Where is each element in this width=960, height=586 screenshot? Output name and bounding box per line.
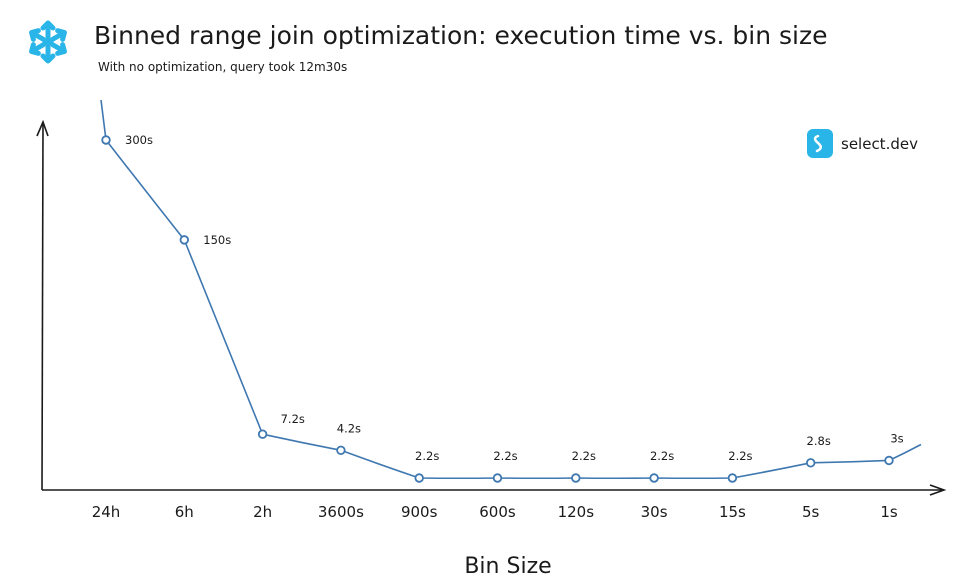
marker-layer [101, 135, 894, 483]
snowflake-arm [49, 42, 67, 56]
x-tick-label: 1s [880, 503, 898, 521]
snowflake-arm [29, 28, 47, 42]
x-tick-label: 120s [558, 503, 595, 521]
chart-title: Binned range join optimization: executio… [94, 21, 828, 50]
data-label: 7.2s [281, 412, 305, 426]
x-tick-label: 6h [175, 503, 194, 521]
data-label: 2.2s [493, 449, 517, 463]
series-line [100, 99, 922, 480]
chart-subtitle: With no optimization, query took 12m30s [98, 60, 347, 74]
x-tick-label: 900s [401, 503, 438, 521]
select-dev-logo-mark [813, 134, 822, 153]
x-tick-label: 2h [253, 503, 272, 521]
y-axis-arrow [36, 119, 49, 137]
x-tick-label: 24h [92, 503, 121, 521]
x-axis-arrow [929, 484, 947, 496]
snowflake-center [42, 36, 54, 48]
data-point [649, 473, 659, 483]
data-point [414, 473, 424, 483]
x-tick-label: 600s [479, 503, 516, 521]
data-label: 4.2s [337, 421, 361, 435]
data-point [806, 458, 816, 468]
data-label: 300s [125, 133, 153, 147]
data-point [571, 473, 581, 483]
snowflake-arm [40, 44, 56, 64]
data-point [492, 473, 503, 483]
data-point [179, 235, 189, 245]
series-layer [100, 99, 922, 480]
x-tick-label: 15s [719, 503, 746, 521]
data-point [884, 455, 894, 466]
data-label: 3s [890, 431, 903, 445]
data-point [727, 473, 738, 483]
data-label: 2.2s [728, 449, 752, 463]
axes [36, 119, 947, 496]
data-point [101, 135, 111, 145]
data-label: 150s [203, 233, 231, 247]
select-dev-watermark: select.dev [807, 129, 918, 158]
x-tick-label: 30s [641, 503, 668, 521]
snowflake-icon [29, 20, 67, 64]
data-label: 2.2s [415, 449, 439, 463]
snowflake-arm [29, 42, 47, 56]
x-tick-label: 5s [802, 503, 820, 521]
data-label: 2.2s [650, 449, 674, 463]
y-axis [41, 123, 44, 491]
x-axis-label: Bin Size [464, 554, 551, 579]
x-tick-layer: 24h 6h 2h 3600s 900s 600s 120s 30s 15s 5s 1s [92, 503, 898, 521]
data-point [336, 445, 346, 456]
snowflake-arm [40, 20, 56, 40]
data-label: 2.2s [572, 449, 596, 463]
data-label: 2.8s [807, 434, 831, 448]
data-label-layer: 300s 150s 7.2s 4.2s 2.2s 2.2s 2.2s 2.2s 2.2s 2.8s… [125, 133, 904, 463]
data-point [257, 429, 268, 439]
watermark-text: select.dev [841, 135, 918, 153]
x-tick-label: 3600s [318, 503, 364, 521]
snowflake-arm [49, 28, 67, 42]
